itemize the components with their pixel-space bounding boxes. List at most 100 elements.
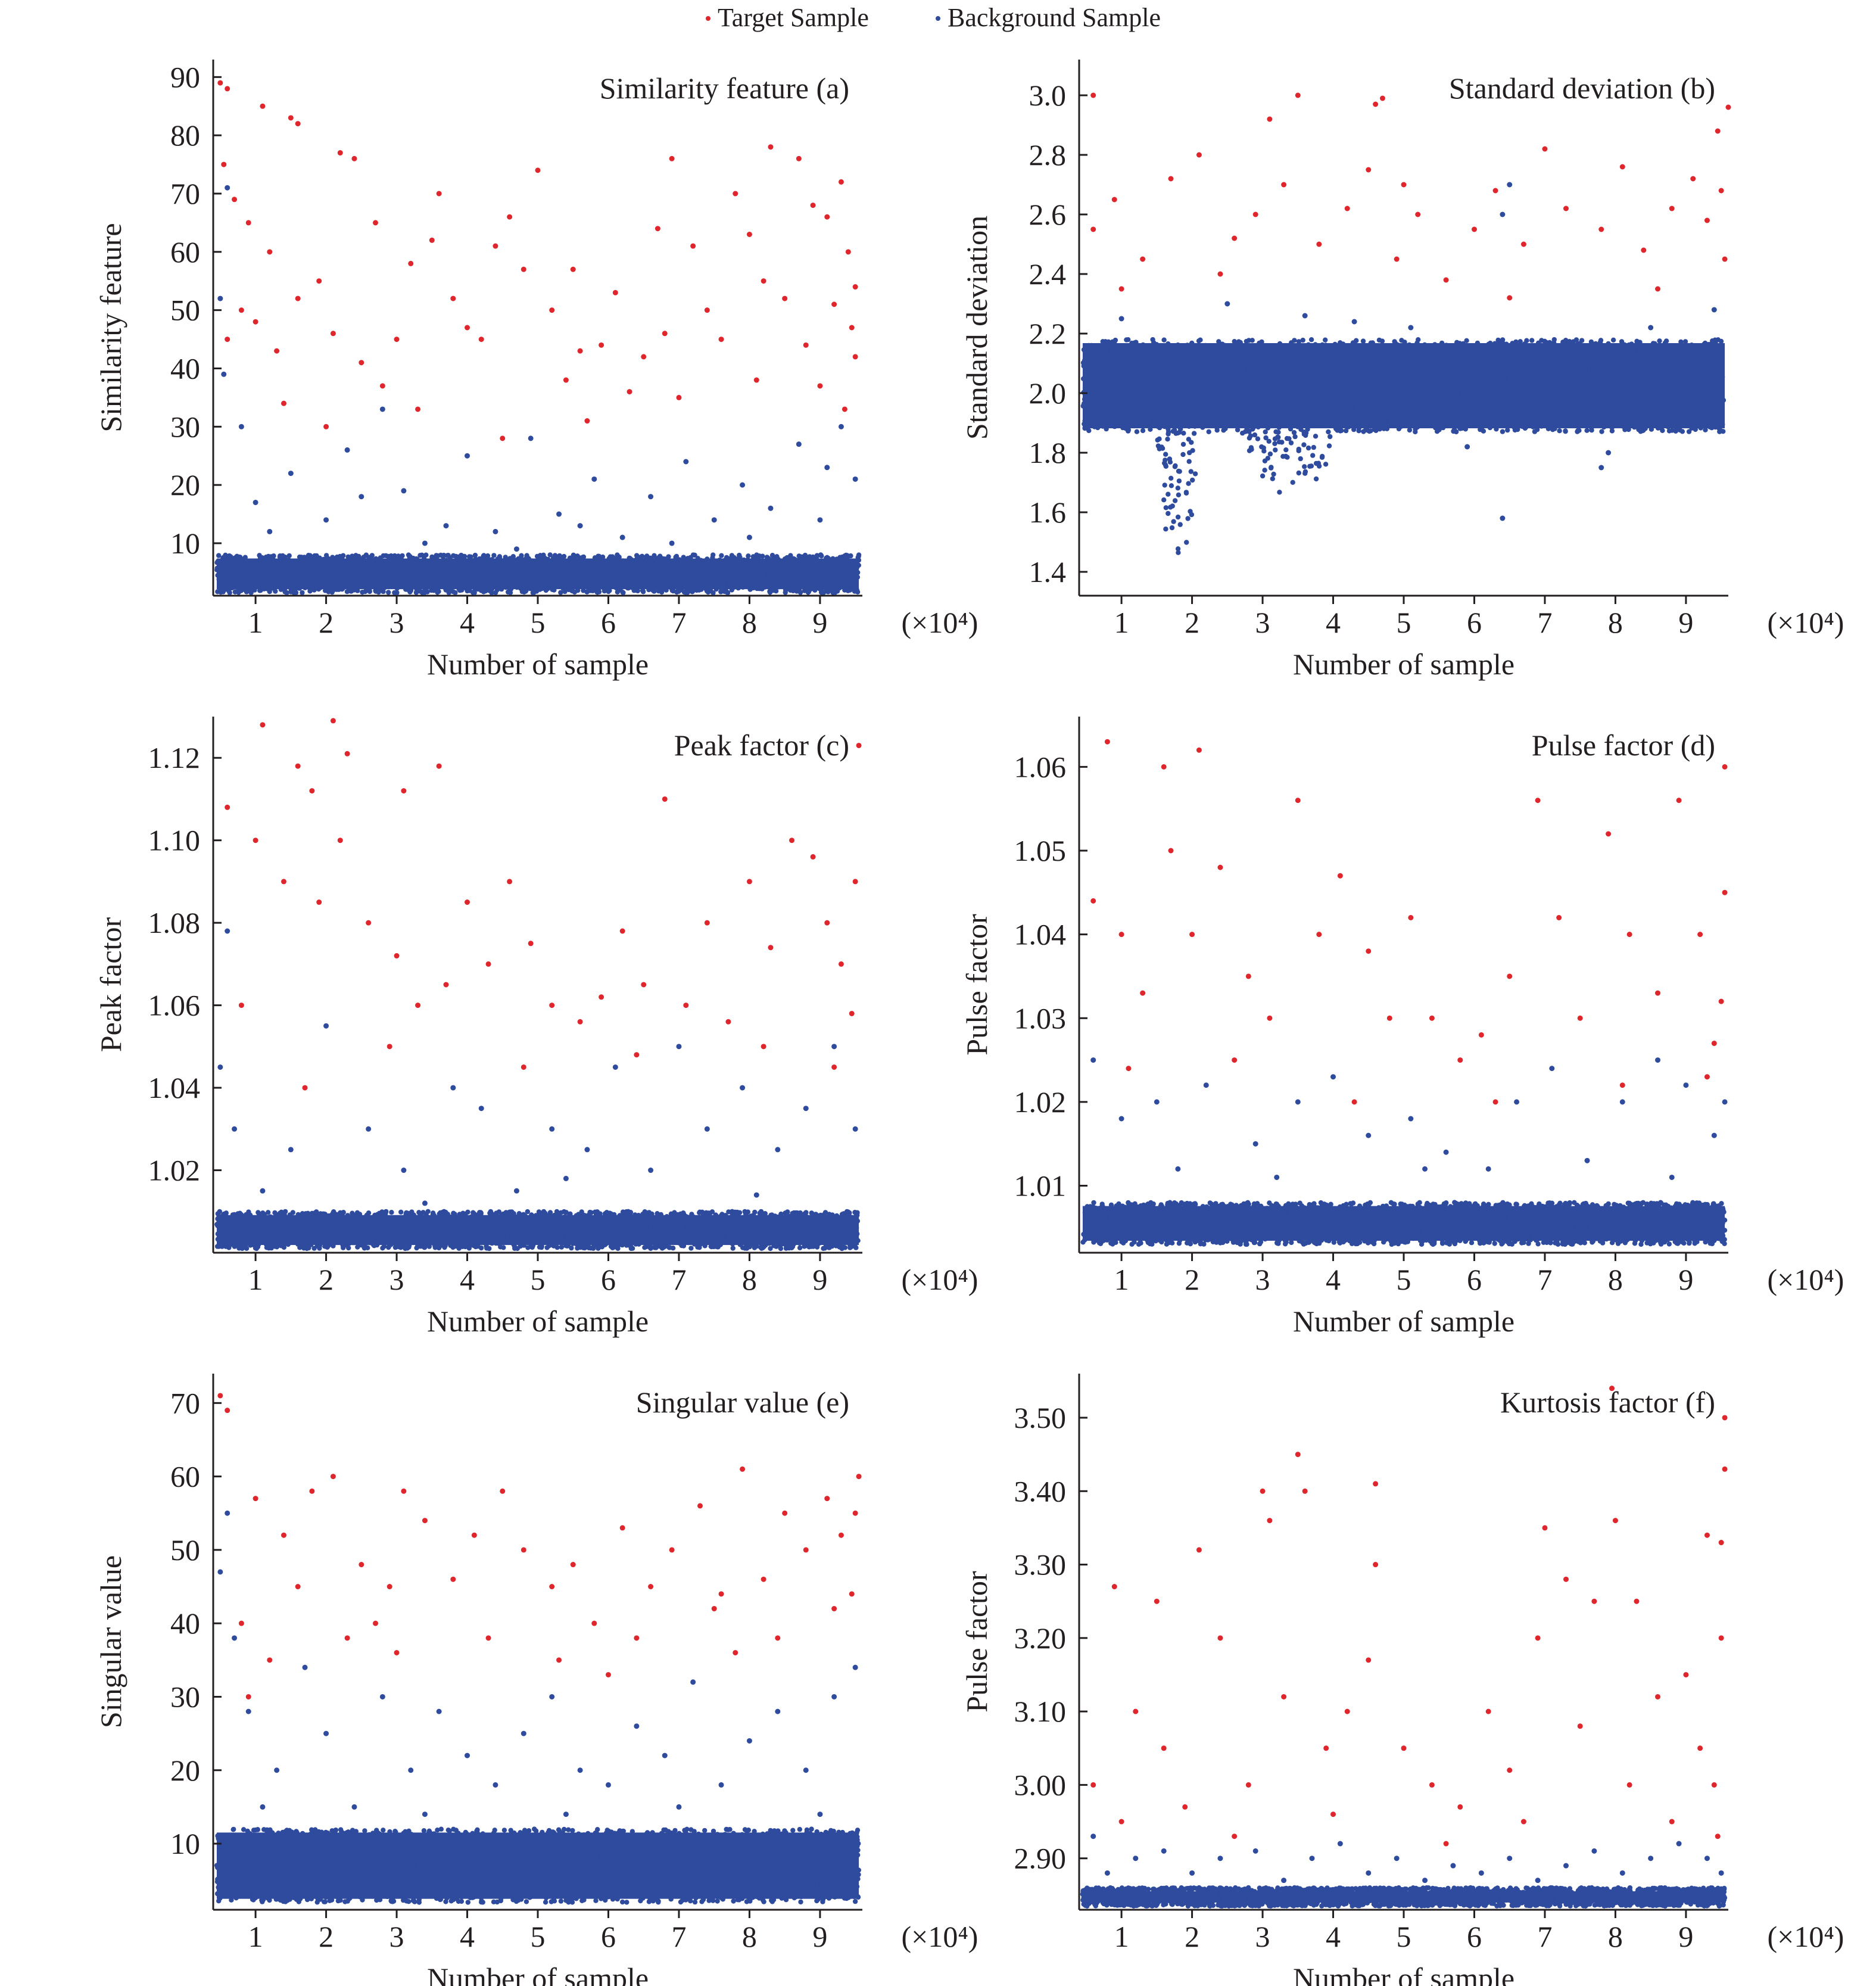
background-point xyxy=(1290,353,1295,359)
background-point xyxy=(1157,425,1163,431)
background-point xyxy=(1327,434,1333,440)
background-point xyxy=(1297,351,1302,357)
background-point xyxy=(238,424,244,429)
target-point xyxy=(599,342,604,348)
background-point xyxy=(1105,410,1111,415)
background-point xyxy=(233,574,239,580)
background-point xyxy=(543,577,549,583)
background-point xyxy=(683,459,689,465)
background-point xyxy=(1329,412,1335,417)
background-point xyxy=(697,580,703,585)
background-point xyxy=(1092,424,1098,429)
background-point xyxy=(1584,428,1590,433)
background-point xyxy=(585,559,591,565)
background-point xyxy=(1272,365,1277,371)
background-point xyxy=(1326,429,1331,435)
background-point xyxy=(1341,407,1347,413)
background-point xyxy=(1372,373,1378,379)
background-point xyxy=(788,565,794,571)
background-point xyxy=(1508,365,1514,371)
background-point xyxy=(1216,339,1221,344)
background-point xyxy=(1528,396,1534,402)
background-point xyxy=(1537,381,1542,386)
background-point xyxy=(1534,396,1539,401)
background-point xyxy=(1565,358,1570,363)
background-point xyxy=(1550,387,1555,393)
background-point xyxy=(1185,391,1191,397)
target-point xyxy=(838,179,844,185)
background-point xyxy=(291,575,297,581)
background-point xyxy=(1304,355,1309,361)
background-point xyxy=(373,572,379,578)
background-point xyxy=(1173,384,1179,390)
background-point xyxy=(1439,388,1445,393)
background-point xyxy=(1208,371,1213,376)
background-point xyxy=(1193,381,1199,387)
background-point xyxy=(1131,372,1136,378)
background-point xyxy=(1206,429,1211,434)
target-point xyxy=(704,307,710,313)
background-point xyxy=(1229,411,1235,416)
background-point xyxy=(615,556,621,561)
background-point xyxy=(457,588,463,593)
background-point xyxy=(385,575,390,580)
background-point xyxy=(1319,360,1325,366)
background-point xyxy=(1282,419,1288,425)
background-point xyxy=(855,574,861,580)
background-point xyxy=(710,552,716,558)
target-point xyxy=(373,220,378,226)
background-point xyxy=(684,587,690,592)
target-point xyxy=(641,354,647,360)
background-point xyxy=(263,555,269,560)
background-point xyxy=(769,580,774,586)
background-point xyxy=(1217,396,1222,401)
background-point xyxy=(1296,376,1301,382)
background-point xyxy=(481,589,487,594)
background-point xyxy=(277,565,282,570)
y-tick-label: 40 xyxy=(170,351,200,385)
background-point xyxy=(269,554,274,559)
background-point xyxy=(1398,380,1404,386)
background-point xyxy=(403,587,409,592)
background-point xyxy=(1308,394,1314,399)
background-point xyxy=(1332,367,1338,372)
background-point xyxy=(783,587,789,593)
target-point xyxy=(669,155,675,161)
background-point xyxy=(1302,464,1307,469)
background-point xyxy=(1232,347,1238,352)
background-point xyxy=(740,579,745,584)
background-point xyxy=(1487,425,1493,431)
background-point xyxy=(447,558,453,563)
target-point xyxy=(810,203,816,208)
background-point xyxy=(1591,390,1597,396)
target-point xyxy=(478,337,484,343)
background-point xyxy=(216,553,222,558)
target-point xyxy=(627,389,632,395)
background-point xyxy=(1189,440,1194,445)
background-point xyxy=(258,573,264,579)
background-point xyxy=(238,558,243,564)
background-point xyxy=(1505,351,1510,357)
background-point xyxy=(1191,431,1197,436)
background-point xyxy=(442,558,448,564)
background-point xyxy=(314,553,319,559)
background-point xyxy=(702,580,707,585)
background-point xyxy=(1398,373,1404,379)
background-point xyxy=(1291,387,1296,393)
background-point xyxy=(1161,497,1167,503)
background-point xyxy=(1190,448,1195,453)
background-point xyxy=(1476,355,1481,360)
background-point xyxy=(416,564,422,569)
background-point xyxy=(1273,447,1278,453)
background-point xyxy=(435,590,440,595)
background-point xyxy=(1641,344,1647,350)
background-point xyxy=(1378,373,1383,379)
background-point xyxy=(1514,424,1520,429)
background-point xyxy=(1326,358,1332,364)
background-point xyxy=(1218,401,1223,407)
background-point xyxy=(746,534,752,540)
background-point xyxy=(1422,342,1428,347)
background-point xyxy=(386,559,391,565)
background-point xyxy=(1213,408,1219,413)
background-point xyxy=(603,580,609,586)
